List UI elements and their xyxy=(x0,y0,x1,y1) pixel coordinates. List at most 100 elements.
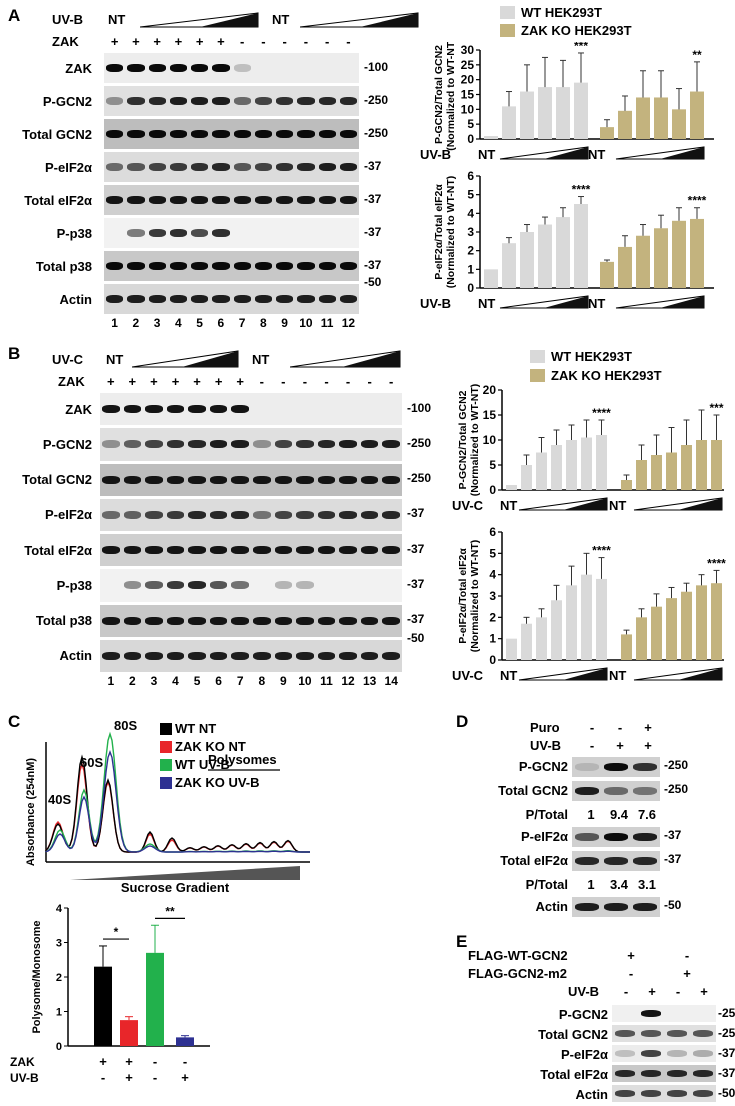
bar xyxy=(502,243,516,288)
band xyxy=(254,163,272,171)
band xyxy=(166,651,185,660)
panel-a-row-labels: ZAK P-GCN2 Total GCN2 P-eIF2α Total eIF2α P-p… xyxy=(0,52,96,317)
band xyxy=(123,581,142,590)
band xyxy=(641,1070,661,1077)
significance-marker: **** xyxy=(592,406,611,420)
bar xyxy=(596,435,607,490)
band xyxy=(145,546,163,555)
bar xyxy=(502,106,516,139)
significance-marker: * xyxy=(114,925,119,939)
band xyxy=(317,475,336,484)
band xyxy=(209,510,228,519)
band xyxy=(212,196,230,204)
band xyxy=(253,616,271,625)
bar xyxy=(538,87,552,139)
band xyxy=(575,787,599,795)
band xyxy=(191,163,209,171)
band xyxy=(123,510,142,519)
y-tick-label: 0 xyxy=(489,483,496,497)
x-dose-wedge-fill xyxy=(544,147,588,159)
band xyxy=(145,510,163,519)
zak-sign: - xyxy=(282,34,287,49)
band xyxy=(123,616,142,625)
x-treatment-label: UV-C xyxy=(452,498,484,513)
panel-a-zak-signs: + + + + + + - - - - - - xyxy=(104,34,364,50)
bar xyxy=(574,82,588,139)
significance-marker: *** xyxy=(574,42,588,53)
band xyxy=(615,1090,635,1097)
panel-b-letter: B xyxy=(8,344,21,363)
bar xyxy=(636,97,650,139)
panel-a-uvb-label: UV-B xyxy=(52,12,84,27)
band xyxy=(276,196,294,204)
bar xyxy=(581,574,592,660)
c-uvb-sign: - xyxy=(101,1070,105,1085)
panel-e-uvb-label: UV-B xyxy=(568,984,600,999)
bar xyxy=(551,445,562,490)
lane-number: 4 xyxy=(172,674,179,688)
band xyxy=(667,1030,687,1037)
legend-zak-ko-nt-swatch xyxy=(160,741,172,753)
legend-zak-ko-nt-label: ZAK KO NT xyxy=(175,739,246,754)
band xyxy=(212,97,230,105)
lane-number: 9 xyxy=(281,316,288,330)
band xyxy=(318,163,336,171)
bar xyxy=(651,606,662,660)
band xyxy=(188,616,206,625)
significance-marker: *** xyxy=(709,401,723,415)
mw-marker: -37 xyxy=(407,576,425,591)
band xyxy=(191,295,209,303)
zak-sign: - xyxy=(346,34,351,49)
bar xyxy=(556,217,570,288)
bar xyxy=(690,91,704,139)
d-blot-strip xyxy=(572,781,660,801)
band xyxy=(297,97,315,105)
e-blot-strip xyxy=(612,1085,716,1102)
band xyxy=(360,440,379,449)
bar xyxy=(654,97,668,139)
band xyxy=(231,440,249,449)
d-uvb-sign: + xyxy=(644,738,652,753)
panel-b-mw-markers: -100 -250 -250 -37 -37 -37 -37 -50 xyxy=(405,392,451,674)
band xyxy=(274,581,293,590)
band xyxy=(123,546,142,555)
x-dose-wedge-fill xyxy=(544,296,588,308)
zak-sign: + xyxy=(214,374,223,389)
row-label-total-eif2-: Total eIF2α xyxy=(24,542,92,558)
band xyxy=(102,440,120,449)
legend-wt-label-a: WT HEK293T xyxy=(521,5,602,20)
band xyxy=(145,651,163,660)
mw-marker: -37 xyxy=(364,224,382,239)
mw-marker: -37 xyxy=(407,612,425,627)
e-mw-marker: -250 xyxy=(718,1006,735,1020)
band xyxy=(318,196,336,204)
lane-number: 3 xyxy=(150,674,158,688)
band xyxy=(575,857,599,865)
lane-number: 8 xyxy=(258,674,266,688)
significance-marker: ** xyxy=(692,48,702,62)
band xyxy=(274,651,293,660)
chart-a2-peif2a: 0 1 2 3 4 5 6 P-eIF2α/Total eIF2α (Normalized to… xyxy=(420,169,714,311)
band xyxy=(233,196,251,204)
band xyxy=(127,262,145,270)
band xyxy=(339,510,357,519)
band xyxy=(276,163,294,171)
e-blot-strip xyxy=(612,1065,716,1082)
band xyxy=(296,440,314,449)
band xyxy=(145,440,163,449)
band xyxy=(615,1030,635,1037)
panel-a-lane-numbers: 1 2 3 4 5 6 7 8 9 10 11 12 xyxy=(104,316,359,332)
lane-number: 11 xyxy=(320,674,333,688)
peak-label-80S: 80S xyxy=(114,718,137,733)
x-nt-label: NT xyxy=(609,668,626,683)
panel-e-wt-label: FLAG-WT-GCN2 xyxy=(468,948,568,963)
band xyxy=(148,229,166,237)
band xyxy=(145,475,163,484)
blot-strip xyxy=(104,119,359,149)
legend-wt-label-b: WT HEK293T xyxy=(551,349,632,364)
x-nt-label: NT xyxy=(500,668,517,683)
band xyxy=(102,510,120,519)
band xyxy=(127,130,145,138)
d-uvb-sign: - xyxy=(589,738,595,753)
